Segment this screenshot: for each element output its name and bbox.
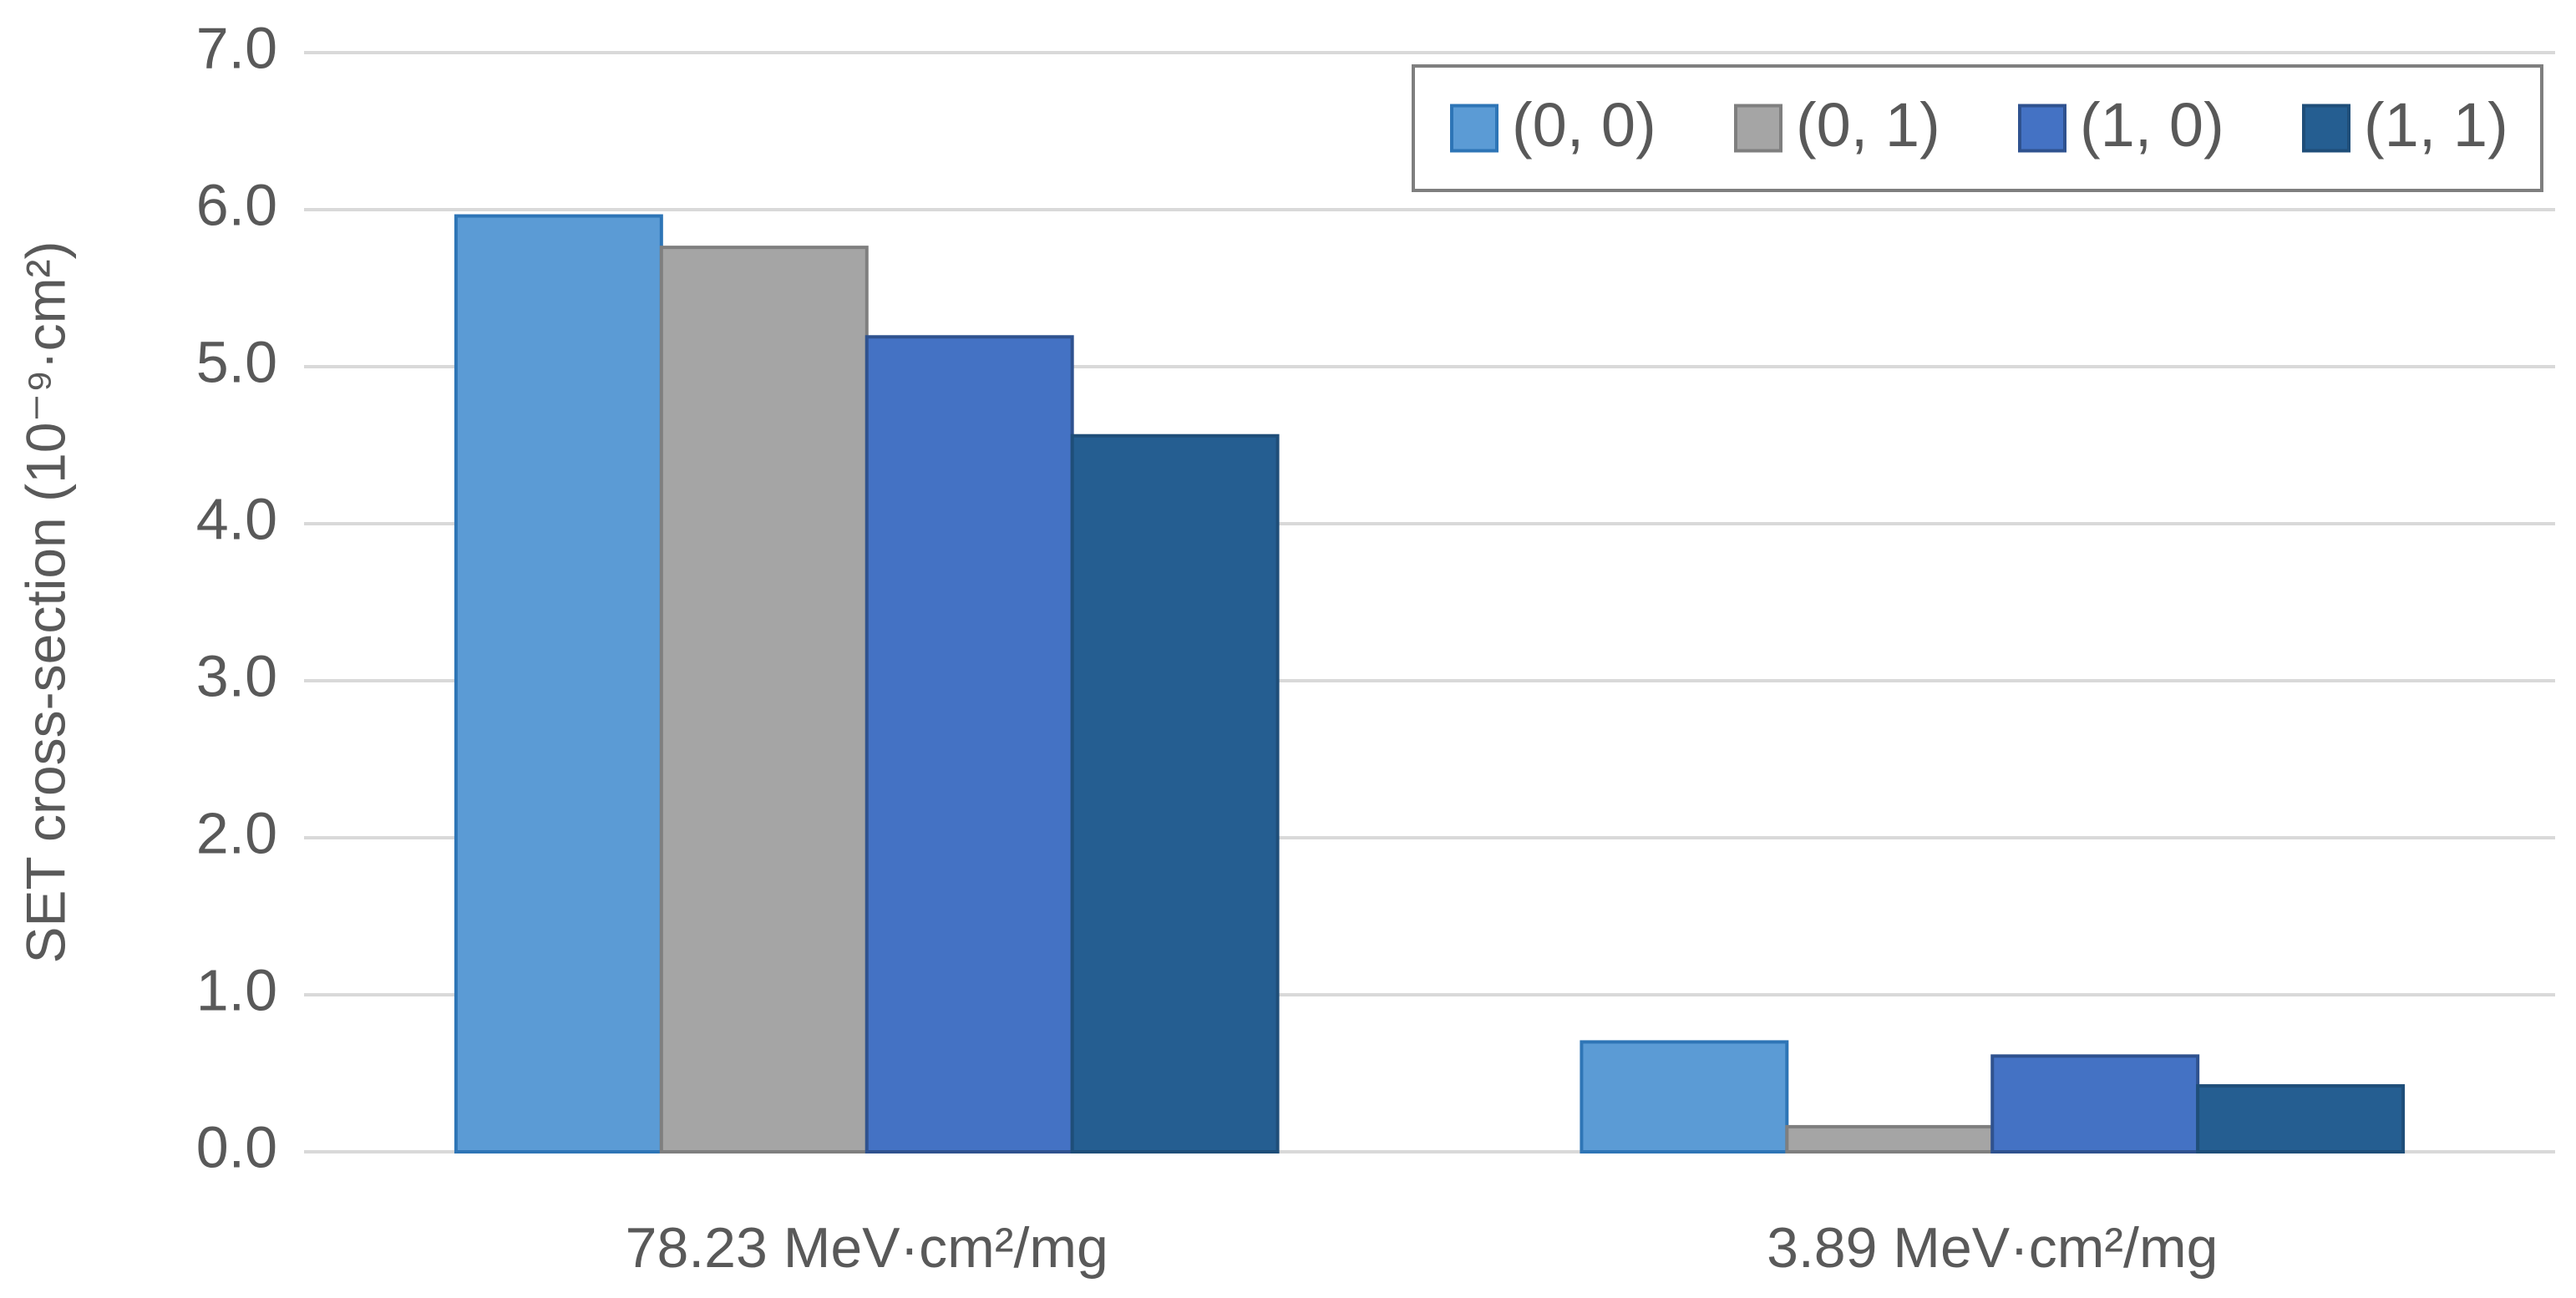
y-tick-label: 3.0 (196, 643, 277, 708)
legend-swatch (2302, 104, 2350, 153)
y-tick-label: 4.0 (196, 486, 277, 551)
legend-label: (0, 0) (1512, 90, 1656, 160)
bar (1990, 1054, 2200, 1153)
y-tick-label: 6.0 (196, 172, 277, 237)
y-axis-label: SET cross-section (10⁻⁹·cm²) (14, 241, 76, 963)
legend-swatch (1734, 104, 1782, 153)
y-tick-label: 5.0 (196, 329, 277, 394)
legend-box (1412, 64, 2543, 192)
y-tick-label: 2.0 (196, 800, 277, 865)
x-tick-label: 3.89 MeV·cm²/mg (1767, 1216, 2218, 1280)
bar (1070, 434, 1280, 1153)
y-tick-label: 0.0 (196, 1114, 277, 1179)
bar (454, 214, 663, 1153)
bar (2196, 1084, 2406, 1154)
bar (1785, 1124, 1995, 1154)
legend-swatch (1450, 104, 1498, 153)
y-tick-label: 7.0 (196, 15, 277, 80)
legend-label: (0, 1) (1796, 90, 1940, 160)
legend-label: (1, 1) (2364, 90, 2508, 160)
bar (1580, 1040, 1789, 1154)
y-tick-label: 1.0 (196, 957, 277, 1022)
bar (865, 335, 1074, 1153)
legend-swatch (2018, 104, 2066, 153)
bar (659, 246, 869, 1153)
x-tick-label: 78.23 MeV·cm²/mg (626, 1216, 1108, 1280)
legend-label: (1, 0) (2080, 90, 2224, 160)
